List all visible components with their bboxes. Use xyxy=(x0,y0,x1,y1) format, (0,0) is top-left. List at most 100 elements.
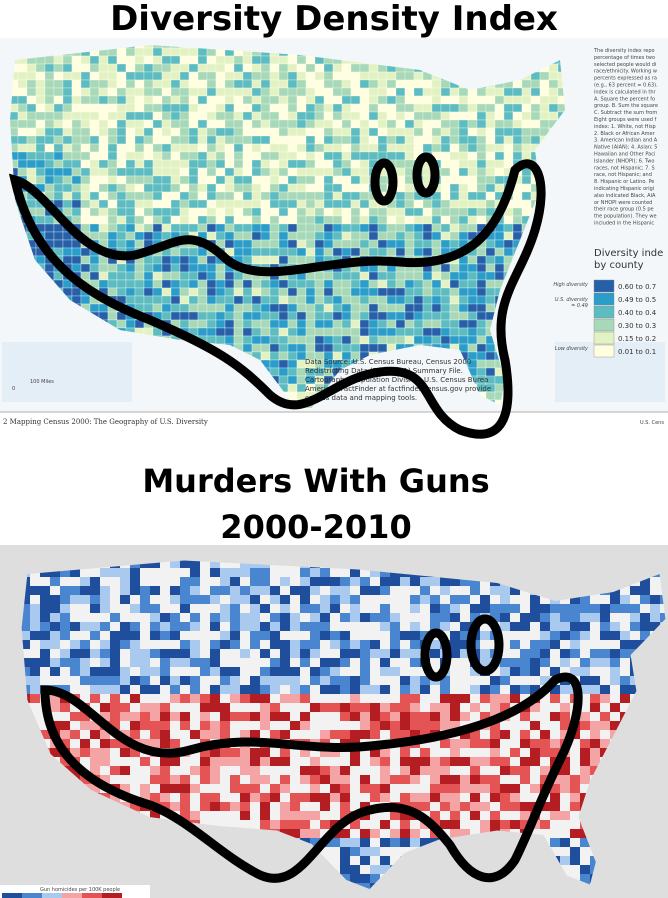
county xyxy=(269,71,280,81)
county xyxy=(215,327,226,337)
county xyxy=(90,640,100,649)
description-line: race/ethnicity. Working w xyxy=(594,69,657,75)
county xyxy=(350,730,360,739)
county xyxy=(400,640,410,649)
county xyxy=(89,87,100,97)
description-line: the population). They we xyxy=(594,214,657,220)
county xyxy=(180,721,190,730)
county xyxy=(480,622,490,631)
county xyxy=(260,71,271,81)
county xyxy=(377,223,388,233)
county xyxy=(224,311,235,321)
county xyxy=(420,793,430,802)
county xyxy=(251,199,262,209)
county xyxy=(395,335,406,345)
county xyxy=(480,766,490,775)
county xyxy=(467,343,478,353)
county xyxy=(332,303,343,313)
county xyxy=(332,279,343,289)
county xyxy=(107,71,118,81)
county xyxy=(430,658,440,667)
county xyxy=(125,295,136,305)
county xyxy=(251,335,262,345)
county xyxy=(80,143,91,153)
legend-low: Low diversity xyxy=(555,346,589,352)
county xyxy=(250,766,260,775)
county xyxy=(330,802,340,811)
legend-range: 0.40 to 0.4 xyxy=(618,309,657,317)
county xyxy=(300,577,310,586)
county xyxy=(310,793,320,802)
county xyxy=(152,215,163,225)
county xyxy=(380,694,390,703)
county xyxy=(287,103,298,113)
county xyxy=(485,295,496,305)
county xyxy=(467,207,478,217)
county xyxy=(116,207,127,217)
county xyxy=(125,263,136,273)
county xyxy=(120,613,130,622)
county xyxy=(422,207,433,217)
county xyxy=(386,303,397,313)
county xyxy=(161,151,172,161)
county xyxy=(359,175,370,185)
county xyxy=(90,766,100,775)
county xyxy=(161,311,172,321)
county xyxy=(494,143,505,153)
county xyxy=(413,271,424,281)
county xyxy=(206,55,217,65)
county xyxy=(440,748,450,757)
county xyxy=(410,829,420,838)
county xyxy=(410,649,420,658)
county xyxy=(233,319,244,329)
county xyxy=(260,175,271,185)
county xyxy=(233,79,244,89)
county xyxy=(548,103,559,113)
county xyxy=(152,119,163,129)
county xyxy=(200,586,210,595)
county xyxy=(230,649,240,658)
county xyxy=(512,79,523,89)
county xyxy=(359,239,370,249)
county xyxy=(476,367,487,377)
county xyxy=(458,103,469,113)
county xyxy=(188,183,199,193)
county xyxy=(377,119,388,129)
county xyxy=(215,279,226,289)
county xyxy=(476,143,487,153)
county xyxy=(370,586,380,595)
county xyxy=(242,127,253,137)
county xyxy=(170,143,181,153)
county xyxy=(440,143,451,153)
county xyxy=(240,622,250,631)
county xyxy=(197,271,208,281)
county xyxy=(100,631,110,640)
county xyxy=(314,103,325,113)
county xyxy=(278,207,289,217)
county xyxy=(370,685,380,694)
county xyxy=(110,595,120,604)
county xyxy=(143,279,154,289)
county xyxy=(340,748,350,757)
county xyxy=(251,311,262,321)
county xyxy=(134,287,145,297)
county xyxy=(270,757,280,766)
county xyxy=(242,191,253,201)
county xyxy=(224,335,235,345)
county xyxy=(370,613,380,622)
county xyxy=(530,87,541,97)
county xyxy=(80,649,90,658)
county xyxy=(359,247,370,257)
county xyxy=(278,303,289,313)
county xyxy=(360,595,370,604)
county xyxy=(150,658,160,667)
county xyxy=(440,87,451,97)
county xyxy=(323,103,334,113)
county xyxy=(270,721,280,730)
county xyxy=(458,135,469,145)
county xyxy=(206,303,217,313)
county xyxy=(539,95,550,105)
county xyxy=(395,127,406,137)
county xyxy=(180,676,190,685)
county xyxy=(430,586,440,595)
